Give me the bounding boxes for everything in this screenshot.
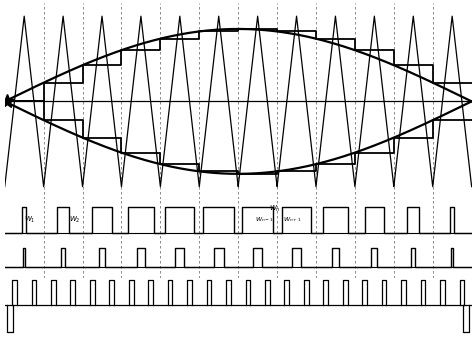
Text: $W_1$: $W_1$ (24, 215, 36, 225)
Text: $W_n$: $W_n$ (269, 204, 280, 214)
Text: $W_{n-1}$: $W_{n-1}$ (255, 216, 273, 224)
Text: $W_{n+1}$: $W_{n+1}$ (283, 216, 301, 224)
Text: $W_2$: $W_2$ (69, 215, 81, 225)
